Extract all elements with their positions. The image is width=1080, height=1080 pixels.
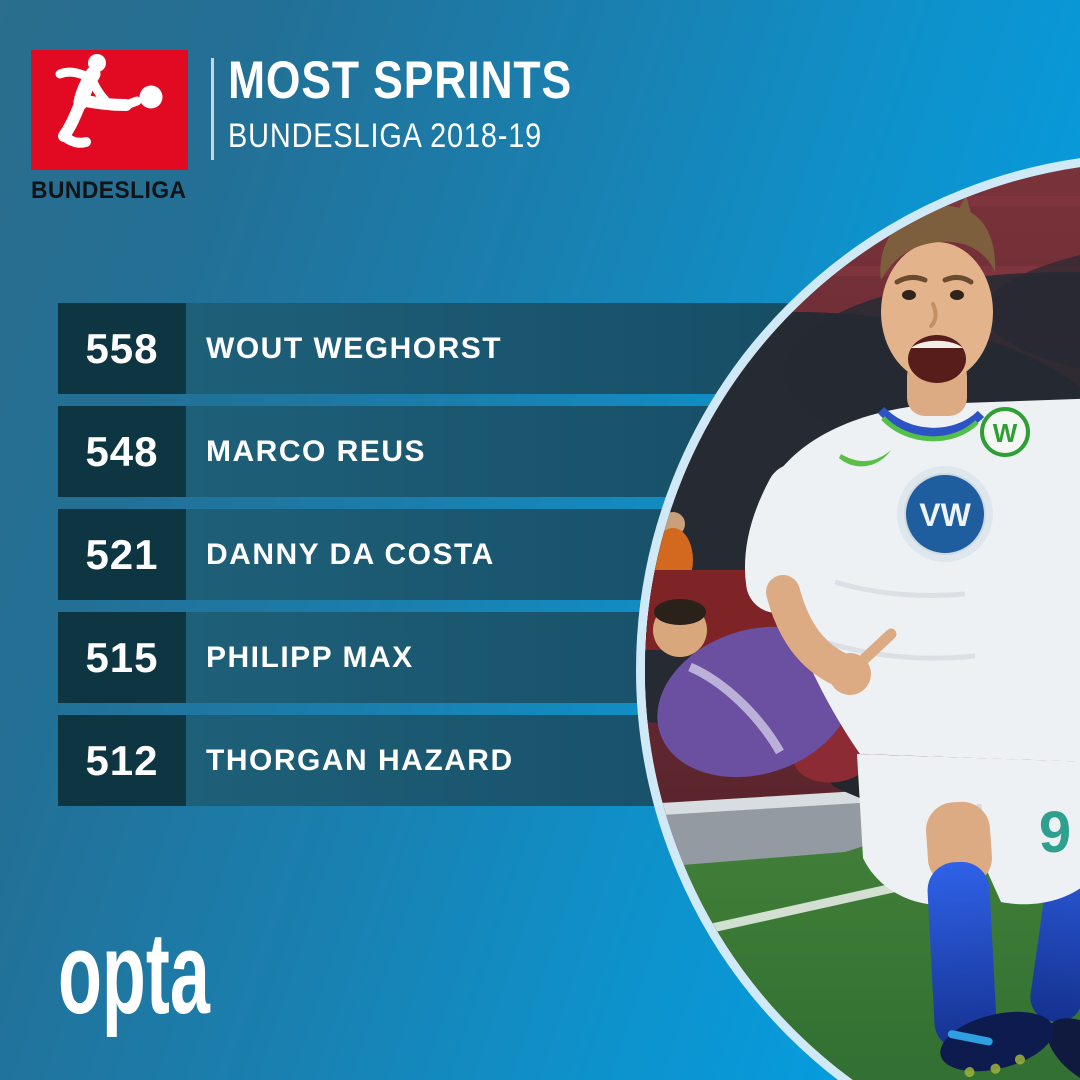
sprint-count: 548 bbox=[58, 406, 186, 497]
vw-badge: VW bbox=[897, 466, 993, 562]
sprint-count: 558 bbox=[58, 303, 186, 394]
club-badge: W bbox=[980, 407, 1030, 457]
bundesliga-player-kick-icon bbox=[55, 54, 163, 148]
sprint-count: 512 bbox=[58, 715, 186, 806]
club-badge-letter: W bbox=[993, 418, 1018, 448]
collar bbox=[877, 406, 985, 437]
pitch-line bbox=[684, 841, 1080, 939]
opta-logo: opta bbox=[58, 908, 210, 1038]
sprint-count: 515 bbox=[58, 612, 186, 703]
swoosh-icon bbox=[839, 450, 891, 467]
player-photo-scene: W VW 9 bbox=[645, 162, 1080, 1080]
page-title: MOST SPRINTS bbox=[228, 51, 573, 110]
player-figure: W VW 9 bbox=[745, 188, 1080, 1080]
sprint-count: 521 bbox=[58, 509, 186, 600]
vw-badge-text: VW bbox=[919, 497, 971, 533]
shirt-number: 9 bbox=[1039, 800, 1071, 865]
bundesliga-wordmark: BUNDESLIGA bbox=[31, 177, 187, 204]
bundesliga-logo-box bbox=[31, 50, 188, 170]
header-divider bbox=[211, 58, 214, 160]
page-subtitle: BUNDESLIGA 2018-19 bbox=[228, 117, 543, 155]
player-photo: W VW 9 bbox=[636, 153, 1080, 1080]
